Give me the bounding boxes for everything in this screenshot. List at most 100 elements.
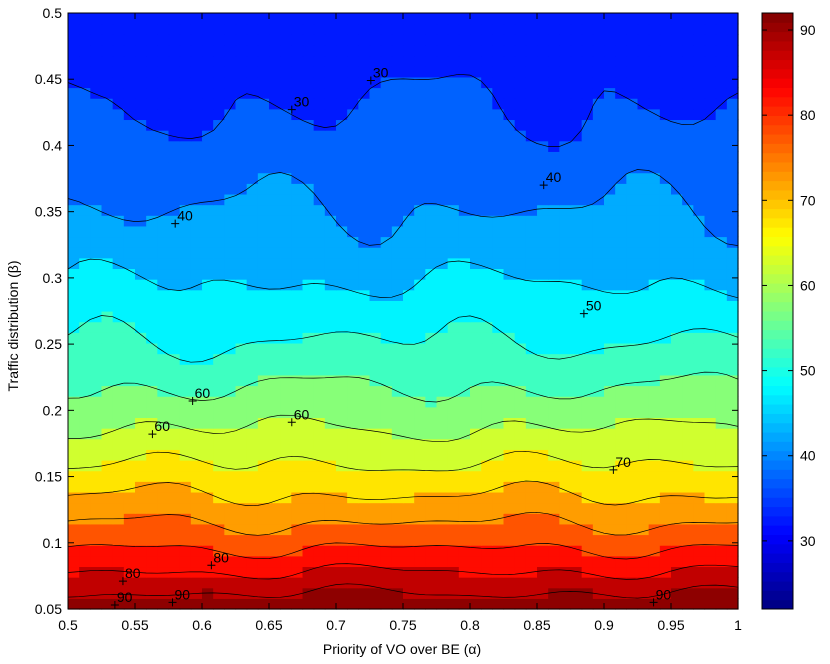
contour-cell	[224, 108, 237, 121]
contour-cell	[682, 183, 694, 195]
contour-cell	[414, 87, 426, 99]
contour-cell	[235, 193, 248, 206]
contour-cell	[425, 545, 438, 557]
contour-cell	[525, 289, 538, 301]
contour-cell	[324, 311, 337, 323]
contour-cell	[269, 566, 281, 578]
contour-cell	[481, 257, 493, 270]
contour-cell	[347, 417, 359, 429]
contour-cell	[414, 374, 426, 387]
contour-label: 60	[188, 385, 210, 406]
contour-cell	[570, 353, 583, 365]
contour-cell	[291, 555, 304, 568]
contour-cell	[425, 87, 438, 99]
contour-cell	[101, 162, 114, 174]
contour-line	[67, 258, 739, 299]
contour-cell	[403, 438, 415, 450]
contour-cell	[302, 55, 315, 67]
contour-cell	[257, 204, 270, 216]
contour-cell	[324, 353, 337, 365]
contour-cell	[514, 66, 527, 78]
contour-cell	[525, 236, 538, 248]
contour-cell	[570, 502, 583, 514]
contour-cell	[693, 566, 706, 578]
contour-cell	[246, 385, 259, 397]
contour-cell	[503, 396, 516, 408]
contour-cell	[537, 449, 549, 461]
contour-cell	[492, 215, 505, 227]
contour-cell	[101, 587, 114, 599]
contour-cell	[592, 119, 605, 131]
contour-cell	[470, 130, 482, 142]
contour-cell	[492, 502, 505, 514]
contour-cell	[358, 513, 371, 525]
contour-cell	[380, 55, 393, 67]
contour-cell	[615, 23, 627, 35]
contour-cell	[704, 555, 717, 568]
contour-cell	[447, 44, 460, 57]
contour-cell	[548, 119, 560, 131]
contour-cell	[525, 130, 538, 142]
contour-cell	[224, 55, 237, 67]
contour-cell	[135, 481, 147, 493]
contour-cell	[168, 87, 181, 99]
contour-cell	[592, 428, 605, 440]
contour-cell	[280, 193, 292, 206]
contour-cell	[101, 98, 114, 110]
contour-cell	[123, 311, 136, 323]
contour-cell	[190, 108, 203, 121]
contour-cell	[246, 98, 259, 110]
contour-cell	[358, 311, 371, 323]
contour-cell	[135, 374, 147, 387]
contour-cell	[704, 13, 717, 25]
contour-cell	[224, 428, 237, 440]
contour-cell	[179, 140, 192, 152]
x-tick-label: 1	[734, 617, 742, 633]
contour-cell	[280, 342, 292, 355]
contour-cell	[581, 396, 594, 408]
contour-cell	[235, 140, 248, 152]
contour-cell	[626, 438, 639, 450]
contour-cell	[336, 417, 348, 429]
contour-cell	[726, 555, 739, 568]
contour-cell	[246, 87, 259, 99]
contour-cell	[592, 396, 605, 408]
contour-cell	[146, 502, 158, 514]
contour-cell	[90, 353, 103, 365]
contour-cell	[581, 23, 594, 35]
contour-cell	[224, 44, 237, 57]
contour-cell	[548, 98, 560, 110]
contour-cell	[514, 311, 527, 323]
contour-cell	[179, 353, 192, 365]
contour-cell	[637, 534, 650, 546]
contour-cell	[302, 193, 315, 206]
contour-cell	[525, 225, 538, 238]
contour-cell	[514, 193, 527, 206]
contour-cell	[525, 257, 538, 270]
contour-cell	[503, 374, 516, 387]
contour-cell	[179, 523, 192, 536]
contour-cell	[525, 353, 538, 365]
contour-cell	[213, 555, 225, 568]
contour-label-marker	[168, 598, 177, 607]
contour-cell	[592, 534, 605, 546]
contour-cell	[146, 364, 158, 376]
contour-cell	[112, 87, 125, 99]
contour-cell	[637, 545, 650, 557]
contour-cell	[246, 279, 259, 291]
contour-cell	[157, 438, 170, 450]
contour-cell	[146, 396, 158, 408]
contour-cell	[537, 311, 549, 323]
contour-cell	[615, 460, 627, 472]
contour-cell	[235, 460, 248, 472]
contour-cell	[168, 108, 181, 121]
contour-cell	[726, 406, 739, 419]
contour-cell	[302, 130, 315, 142]
contour-cell	[324, 406, 337, 419]
contour-cell	[637, 513, 650, 525]
contour-cell	[570, 44, 583, 57]
contour-cell	[79, 172, 91, 184]
contour-cell	[503, 491, 516, 504]
contour-cell	[604, 204, 616, 216]
contour-cell	[313, 151, 326, 163]
